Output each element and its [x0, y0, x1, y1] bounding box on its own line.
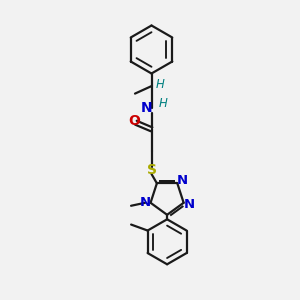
Text: H: H — [159, 97, 168, 110]
Text: N: N — [140, 196, 151, 209]
Text: N: N — [140, 101, 152, 115]
Text: O: O — [128, 114, 140, 128]
Text: N: N — [184, 198, 195, 211]
Text: S: S — [146, 164, 157, 177]
Text: N: N — [177, 174, 188, 188]
Text: H: H — [156, 78, 165, 91]
